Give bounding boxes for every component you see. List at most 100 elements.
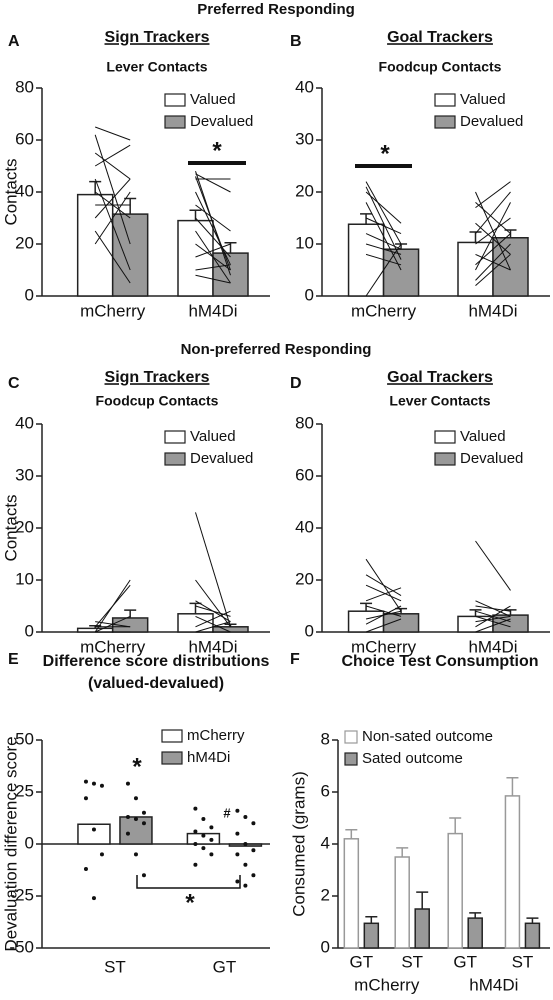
y-axis-label: Contacts <box>1 494 20 561</box>
x-tick-label: GT <box>453 952 477 971</box>
y-tick-label: 60 <box>295 465 314 484</box>
subject-line <box>475 202 511 271</box>
y-axis-label: Consumed (grams) <box>289 771 308 917</box>
legend-label: Valued <box>190 91 236 108</box>
legend-swatch <box>164 452 186 466</box>
error-bar <box>469 912 482 919</box>
subject-line <box>365 217 402 235</box>
data-point <box>193 862 198 867</box>
bar <box>77 823 111 845</box>
y-tick-label: 30 <box>15 465 34 484</box>
legend-label: Valued <box>460 428 506 445</box>
section-title: Non-preferred Responding <box>181 341 372 358</box>
subject-line <box>94 178 131 219</box>
error-bar <box>360 602 373 612</box>
y-tick-label: 50 <box>15 729 34 748</box>
legend-swatch <box>434 452 456 466</box>
data-point <box>193 842 198 846</box>
subject-line <box>475 605 511 628</box>
panel-subtitle: Foodcup Contacts <box>96 393 219 409</box>
subject-line <box>195 217 231 258</box>
y-tick-label: 20 <box>15 517 34 536</box>
data-point <box>91 781 96 786</box>
bar <box>119 816 153 845</box>
subject-line <box>195 621 231 633</box>
panel-title: Goal Trackers <box>387 29 493 46</box>
legend-swatch <box>344 730 358 744</box>
annotation: # <box>223 805 231 820</box>
subject-line <box>195 274 231 284</box>
subject-line <box>94 144 131 167</box>
x-tick-label: mCherry <box>351 301 417 320</box>
legend-label: Devalued <box>460 450 523 467</box>
y-tick-label: 0 <box>305 621 314 640</box>
section-title: Preferred Responding <box>197 1 355 18</box>
legend-label: hM4Di <box>187 749 230 766</box>
subject-line <box>195 204 231 232</box>
subject-line <box>195 243 231 258</box>
subject-line <box>365 233 402 250</box>
legend-swatch <box>434 115 456 129</box>
panel-title: Goal Trackers <box>387 369 493 386</box>
bar <box>343 838 360 949</box>
subject-line <box>365 574 402 597</box>
subject-line <box>195 173 231 193</box>
legend-label: Devalued <box>460 113 523 130</box>
error-bar <box>189 209 202 221</box>
data-point <box>243 842 248 846</box>
legend-swatch <box>161 729 183 743</box>
data-point <box>125 831 130 836</box>
legend-swatch <box>434 430 456 444</box>
subject-line <box>475 217 511 245</box>
error-bar <box>526 917 539 924</box>
y-tick-label: 10 <box>15 569 34 588</box>
bar <box>467 917 483 949</box>
data-point <box>141 821 146 826</box>
group-label: mCherry <box>354 975 420 994</box>
legend-label: Sated outcome <box>362 750 463 767</box>
subject-line <box>475 181 511 209</box>
error-bar <box>469 609 482 617</box>
panel-title: Sign Trackers <box>105 369 210 386</box>
subject-line <box>94 134 131 245</box>
legend-swatch <box>164 430 186 444</box>
bar <box>524 922 541 949</box>
subject-line <box>475 618 511 633</box>
error-bar <box>469 231 482 243</box>
y-tick-label: -25 <box>9 885 34 904</box>
data-point <box>99 783 104 788</box>
legend-swatch <box>434 93 456 107</box>
legend-label: mCherry <box>187 727 245 744</box>
x-tick-label: ST <box>104 957 126 976</box>
y-tick-label: 0 <box>321 937 330 956</box>
data-point <box>251 873 256 878</box>
y-tick-label: 8 <box>321 729 330 748</box>
bar <box>212 626 249 633</box>
y-tick-label: 4 <box>321 833 330 852</box>
subject-line <box>195 191 231 266</box>
y-tick-label: 0 <box>305 285 314 304</box>
subject-line <box>475 191 511 234</box>
data-point <box>235 808 240 813</box>
panel-label: B <box>290 33 302 50</box>
data-point <box>83 866 88 871</box>
subject-line <box>365 253 402 266</box>
bar <box>447 832 463 949</box>
subject-line <box>195 176 231 271</box>
subject-line <box>365 618 402 633</box>
subject-line <box>475 243 511 281</box>
x-tick-label: mCherry <box>351 637 417 656</box>
subject-line <box>475 605 511 612</box>
data-point <box>99 852 104 857</box>
panel-label: E <box>8 651 19 668</box>
subject-line <box>94 584 131 628</box>
bar <box>382 248 420 297</box>
subject-line <box>195 610 231 628</box>
y-tick-label: 6 <box>321 781 330 800</box>
panel-label: A <box>8 33 20 50</box>
bar <box>504 795 521 949</box>
legend-label: Valued <box>460 91 506 108</box>
bar <box>457 615 494 633</box>
subject-line <box>95 621 131 628</box>
subject-line <box>365 191 402 224</box>
